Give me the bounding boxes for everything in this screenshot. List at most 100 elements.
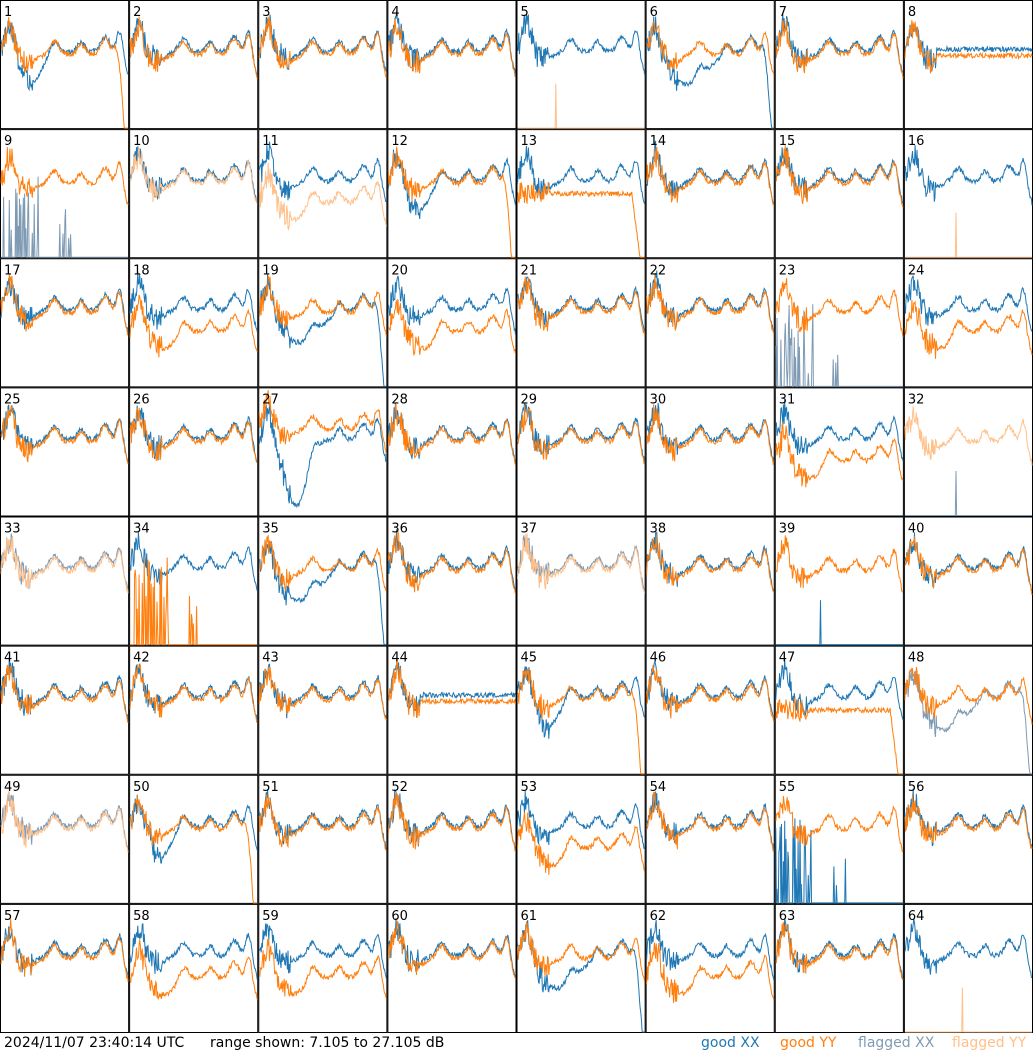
yy-line [517, 668, 645, 775]
panel-frame [129, 129, 259, 259]
panel-frame [258, 0, 388, 130]
yy-line [904, 299, 1033, 359]
yy-line [129, 147, 258, 204]
yy-line [517, 533, 646, 594]
panel-frame [258, 645, 388, 775]
yy-line [0, 535, 129, 594]
panel-frame [645, 516, 775, 646]
xx-line [387, 403, 516, 462]
yy-line [129, 795, 258, 904]
panel-label: 51 [262, 780, 279, 795]
yy-line [129, 939, 258, 1000]
panel-label: 30 [650, 392, 667, 407]
panel-26: 26 [129, 387, 259, 517]
xx-line [904, 24, 1033, 72]
yy-line [904, 794, 1033, 850]
panel-22: 22 [645, 258, 775, 388]
panel-37: 37 [516, 516, 646, 646]
xx-line [517, 535, 646, 593]
panel-frame [516, 258, 646, 388]
panel-frame [774, 387, 904, 517]
panel-63: 63 [774, 903, 904, 1033]
yy-line [0, 664, 129, 724]
panel-1: 1 [0, 0, 130, 130]
legend-good-yy: good YY [780, 1035, 837, 1051]
panel-label: 32 [908, 392, 925, 407]
xx-line [387, 789, 516, 850]
panel-46: 46 [645, 645, 775, 775]
yy-line [129, 294, 258, 358]
xx-line [129, 272, 258, 333]
yy-line [258, 16, 387, 78]
yy-line [646, 534, 775, 593]
panel-label: 39 [779, 522, 796, 537]
panel-8: 8 [903, 0, 1033, 130]
panel-label: 54 [650, 780, 667, 795]
panel-frame [774, 903, 904, 1033]
legend-flagged-xx: flagged XX [858, 1035, 935, 1051]
panel-45: 45 [516, 645, 646, 775]
yy-line [388, 298, 516, 357]
panel-frame [516, 903, 646, 1033]
panel-label: 22 [650, 263, 667, 278]
xx-line [646, 659, 775, 722]
yy-line [259, 535, 387, 592]
panel-label: 7 [779, 5, 787, 20]
xx-line [904, 470, 1032, 516]
panel-label: 64 [908, 909, 925, 924]
legend-flagged-yy: flagged YY [952, 1035, 1027, 1051]
panel-frame [516, 516, 646, 646]
panel-56: 56 [903, 774, 1033, 904]
panel-44: 44 [387, 645, 517, 775]
panel-47: 47 [774, 645, 904, 775]
panel-frame [387, 774, 517, 904]
panel-frame [258, 387, 388, 517]
xx-line [517, 790, 646, 849]
panel-30: 30 [645, 387, 775, 517]
yy-line [646, 942, 775, 1004]
panel-label: 16 [908, 134, 925, 149]
panel-23: 23 [774, 258, 904, 388]
panel-17: 17 [0, 258, 130, 388]
panel-20: 20 [387, 258, 517, 388]
yy-line [388, 659, 516, 718]
yy-line [904, 987, 1032, 1033]
panel-frame [516, 387, 646, 517]
panel-label: 6 [650, 5, 658, 20]
panel-label: 31 [779, 392, 796, 407]
panel-label: 14 [650, 134, 667, 149]
panel-frame [387, 258, 517, 388]
xx-line [387, 917, 516, 978]
panel-frame [129, 516, 259, 646]
xx-line [904, 918, 1033, 979]
range-text: range shown: 7.105 to 27.105 dB [210, 1035, 445, 1051]
panel-label: 29 [521, 392, 538, 407]
xx-line [258, 404, 387, 509]
panel-5: 5 [516, 0, 646, 130]
panel-label: 42 [133, 651, 150, 666]
panel-frame [0, 258, 130, 388]
panel-label: 15 [779, 134, 796, 149]
yy-line [904, 406, 1033, 466]
xx-line [775, 600, 903, 646]
panel-frame [387, 516, 517, 646]
panel-label: 40 [908, 522, 925, 537]
yy-line [904, 212, 1032, 258]
panel-60: 60 [387, 903, 517, 1033]
yy-line [517, 921, 646, 983]
xx-line [258, 141, 387, 203]
panel-42: 42 [129, 645, 259, 775]
panel-label: 13 [521, 134, 538, 149]
yy-line [517, 811, 646, 875]
panel-label: 50 [133, 780, 150, 795]
yy-line [646, 21, 775, 75]
panel-label: 44 [391, 651, 408, 666]
panel-frame [516, 774, 646, 904]
xx-line [517, 402, 646, 464]
panel-label: 24 [908, 263, 925, 278]
panel-frame [258, 258, 388, 388]
yy-line [904, 666, 1033, 725]
yy-line [258, 390, 387, 454]
panel-label: 1 [4, 5, 12, 20]
panel-28: 28 [387, 387, 517, 517]
